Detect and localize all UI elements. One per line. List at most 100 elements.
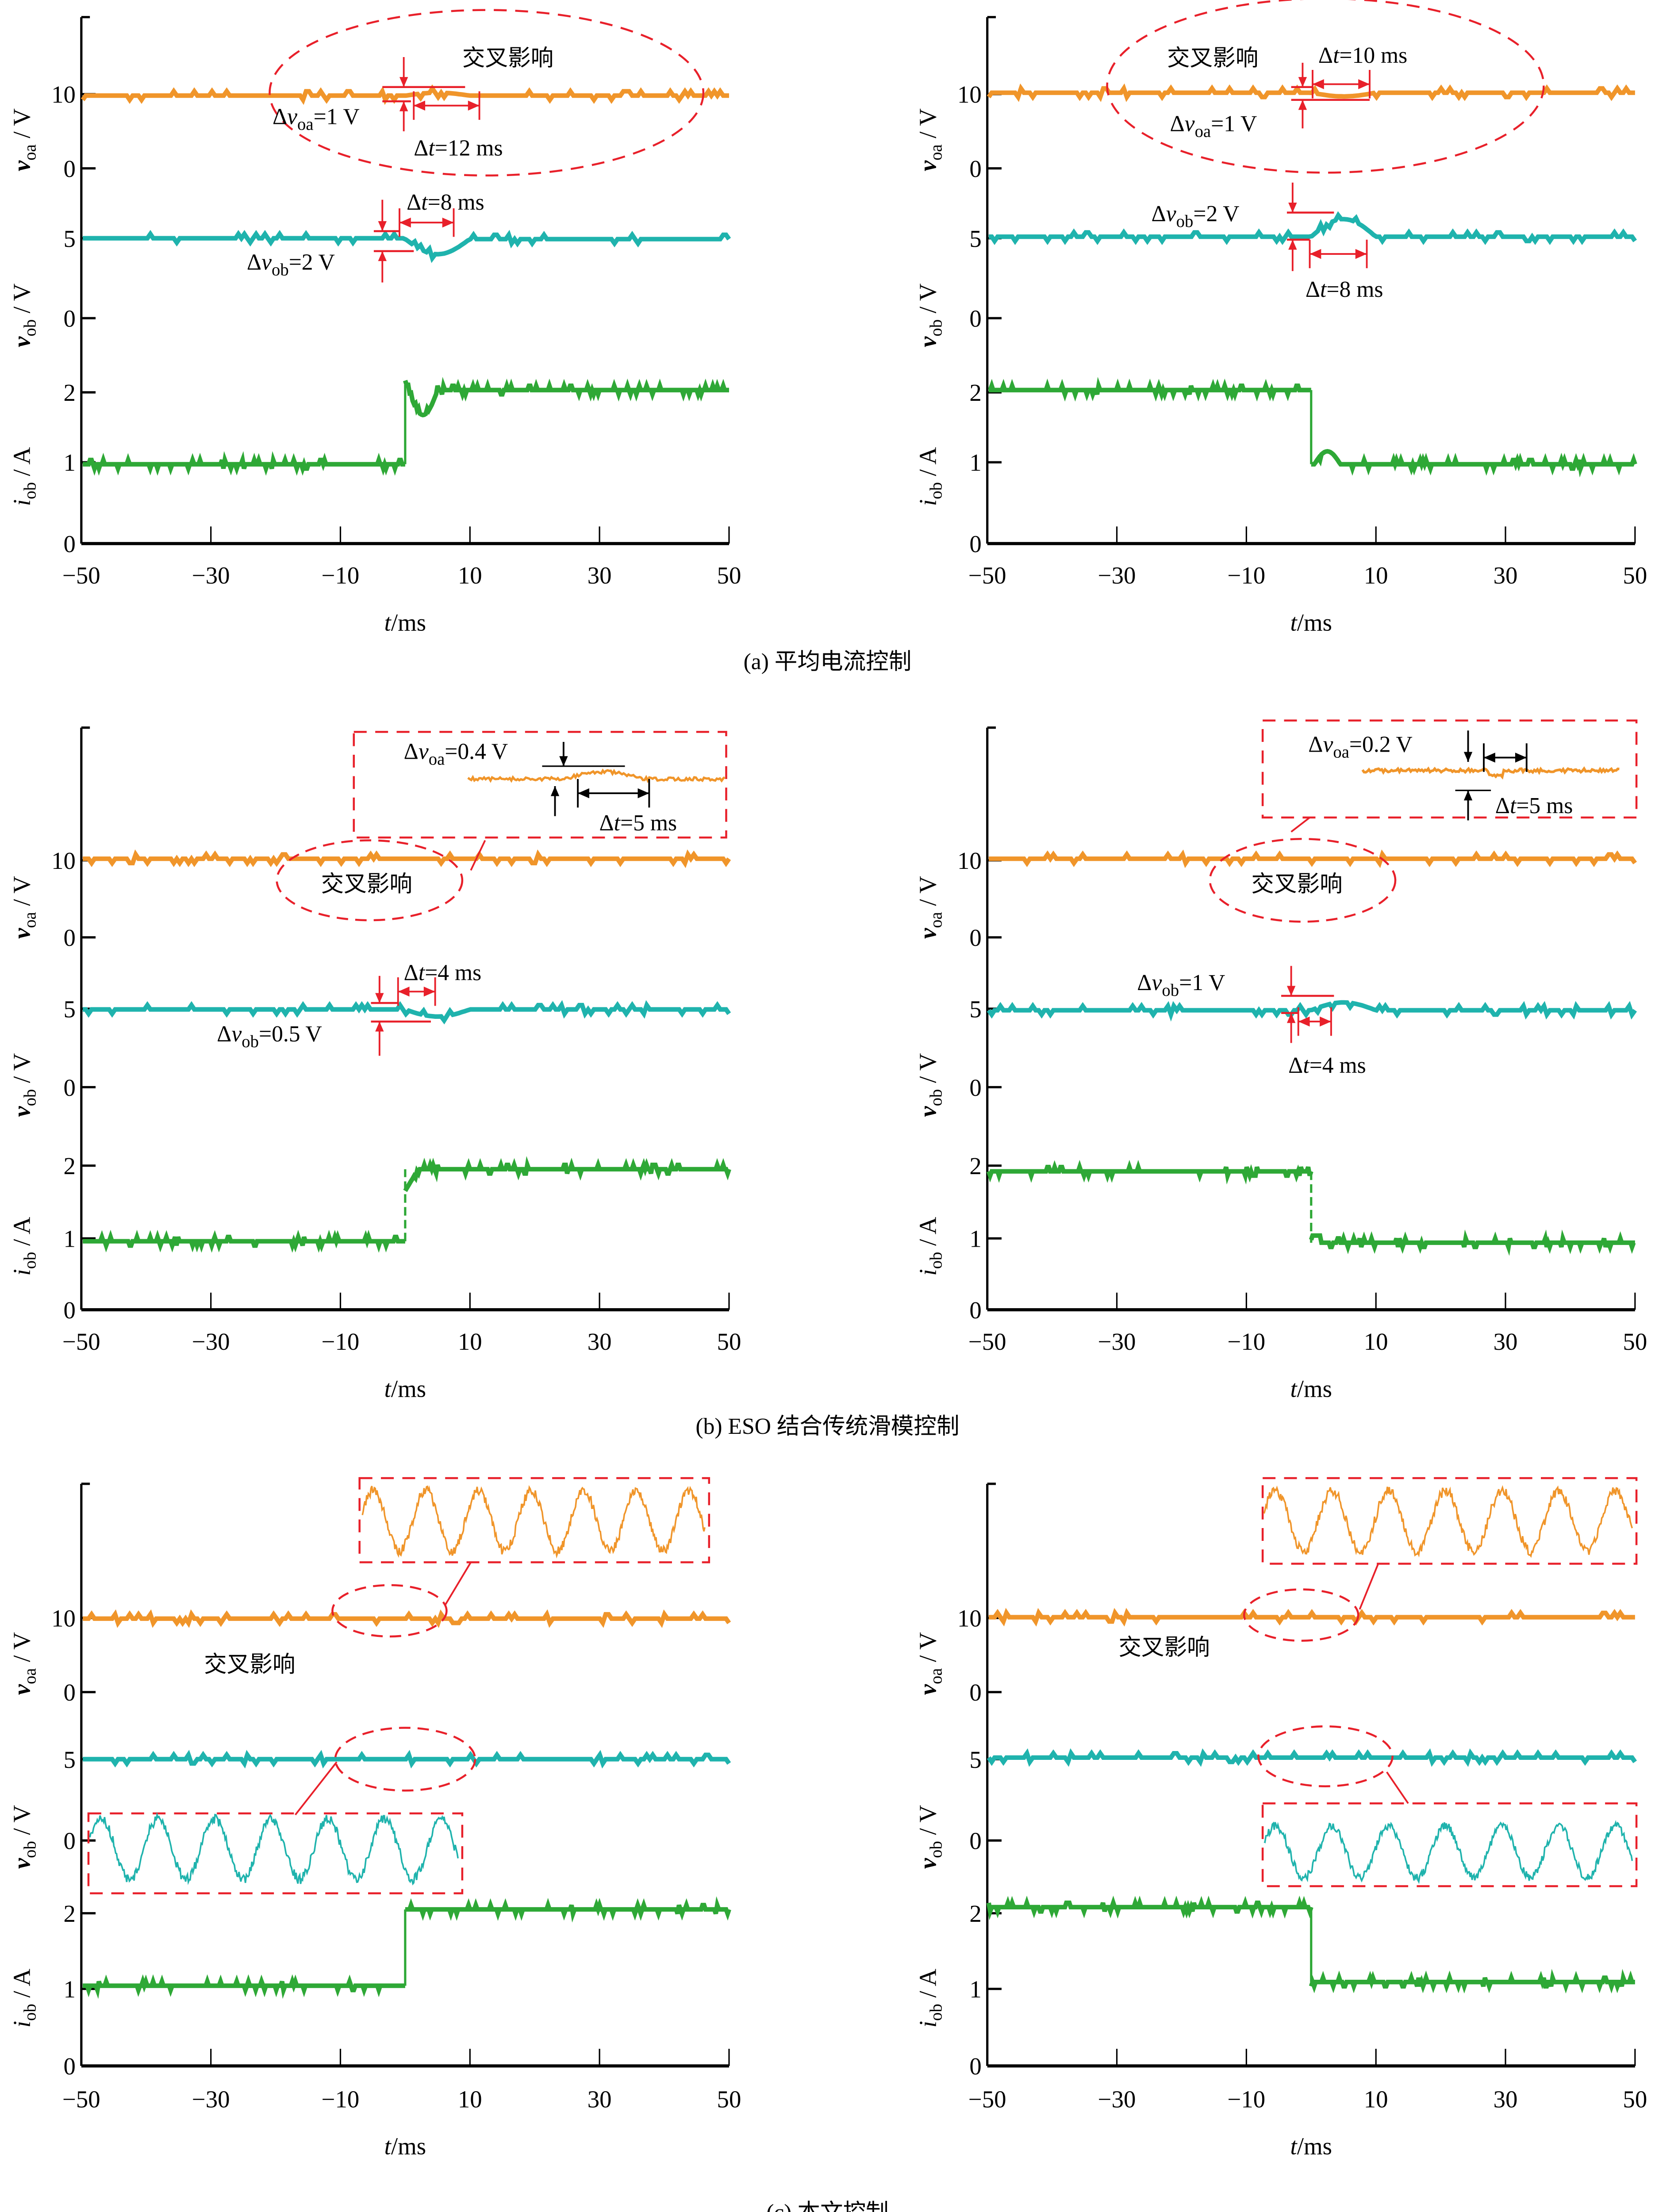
x-tick-label: 30 [588, 562, 612, 589]
y-tick-label: 10 [51, 1605, 76, 1632]
variable-symbol: t [1320, 277, 1327, 302]
y-axis-variable: i [8, 1269, 35, 1275]
y-tick-label: 0 [969, 1828, 981, 1855]
y-tick-label: 0 [969, 1074, 981, 1101]
y-axis-variable: i [914, 2021, 941, 2028]
x-tick-label: −30 [1098, 1328, 1136, 1355]
delta-symbol: Δ [1137, 970, 1152, 995]
subscript: oa [1333, 743, 1349, 761]
y-tick-label: 0 [969, 305, 981, 332]
value-text: =1 V [314, 104, 360, 130]
callout-line [1386, 1771, 1409, 1804]
y-tick-label: 5 [64, 995, 76, 1022]
y-axis-unit: / V [914, 1053, 941, 1089]
arrowhead-icon [1463, 752, 1473, 762]
delta-symbol: Δ [273, 104, 287, 130]
inset-ripple-voa [361, 1485, 706, 1559]
cross-influence-ellipse [1106, 0, 1545, 174]
y-axis-subscript: oa [21, 1668, 40, 1685]
y-tick-label: 10 [957, 81, 982, 108]
trace-voa [988, 849, 1637, 868]
variable-symbol: t [1510, 793, 1517, 818]
x-tick-label: 50 [717, 1328, 741, 1355]
annotation-label: Δvoa=0.4 V [404, 739, 508, 769]
y-axis-unit: / V [914, 1805, 941, 1841]
y-tick-label: 0 [64, 2053, 76, 2080]
x-axis-label: t/ms [1290, 2133, 1332, 2160]
delta-symbol: Δ [1318, 43, 1333, 68]
y-axis-label-iob: iob / A [8, 1217, 40, 1276]
y-axis-unit: / V [914, 1632, 941, 1668]
delta-symbol: Δ [247, 250, 261, 275]
variable-symbol: v [1152, 970, 1162, 995]
x-tick-label: 10 [458, 2085, 482, 2112]
trace-iob-before [83, 451, 405, 476]
x-axis-variable: t [384, 2133, 392, 2160]
arrowhead-icon [1288, 202, 1297, 213]
zoom-inset-box [353, 731, 727, 839]
x-tick-label: 50 [717, 2085, 741, 2112]
annotation-label: Δt=8 ms [407, 190, 484, 215]
trace-iob-before [986, 1895, 1313, 1920]
delta-symbol: Δ [407, 190, 421, 215]
arrowhead-icon [378, 221, 387, 231]
variable-symbol: t [428, 136, 435, 161]
arrowhead-icon [1298, 1016, 1310, 1027]
x-axis-variable: t [384, 1375, 392, 1402]
arrowhead-icon [1309, 249, 1321, 259]
callout-line [470, 840, 486, 871]
variable-symbol: v [287, 104, 297, 130]
callout-line [1359, 1563, 1379, 1610]
annotation-label: Δt=4 ms [404, 960, 482, 986]
y-axis-variable: v [8, 928, 35, 939]
x-tick-label: −50 [62, 2085, 100, 2112]
value-text: =0.4 V [445, 739, 508, 764]
y-tick-label: 5 [64, 1746, 76, 1773]
x-axis-unit: /ms [391, 2133, 426, 2160]
trace-iob-before [83, 1974, 405, 1999]
x-tick-label: −10 [322, 2085, 360, 2112]
y-axis-subscript: oa [927, 1668, 945, 1685]
y-axis-variable: i [8, 499, 35, 506]
y-axis-label-iob: iob / A [8, 1969, 40, 2028]
variable-symbol: t [1303, 1053, 1310, 1078]
variable-symbol: v [419, 739, 429, 764]
arrowhead-icon [399, 77, 408, 87]
inset-trace-voa [467, 768, 726, 783]
y-axis-unit: / V [8, 1053, 35, 1089]
x-axis-label: t/ms [384, 609, 426, 636]
x-axis-variable: t [1290, 609, 1298, 636]
callout-line [295, 1761, 338, 1816]
y-tick-label: 10 [957, 847, 982, 874]
value-text: =2 V [289, 250, 335, 275]
cross-influence-label: 交叉影响 [204, 1651, 295, 1678]
arrowhead-icon [1298, 77, 1307, 87]
y-axis-variable: v [8, 160, 35, 171]
y-tick-label: 2 [64, 379, 76, 406]
zoom-source-ellipse [1257, 1725, 1394, 1787]
y-axis-unit: / V [8, 108, 35, 144]
y-axis-label-vob: vob / V [8, 284, 40, 347]
x-axis-label: t/ms [1290, 1375, 1332, 1402]
delta-symbol: Δ [1288, 1053, 1303, 1078]
x-axis-unit: /ms [391, 1375, 426, 1402]
value-text: =2 V [1193, 201, 1239, 227]
value-text: =4 ms [425, 960, 481, 986]
x-tick-label: 50 [717, 562, 741, 589]
delta-symbol: Δ [1170, 111, 1185, 137]
y-tick-label: 0 [64, 305, 76, 332]
y-axis-variable: i [8, 2021, 35, 2028]
arrowhead-icon [1298, 100, 1307, 110]
trace-iob-after [1309, 1969, 1635, 1994]
zoom-source-ellipse [331, 1584, 448, 1638]
y-tick-label: 0 [64, 1074, 76, 1101]
y-tick-label: 1 [969, 449, 981, 476]
x-tick-label: −10 [1227, 562, 1265, 589]
y-axis-label-iob: iob / A [914, 1969, 946, 2028]
x-axis-unit: /ms [391, 609, 426, 636]
subscript: ob [242, 1033, 259, 1051]
arrowhead-icon [1288, 239, 1297, 250]
x-tick-label: −10 [1227, 2085, 1265, 2112]
